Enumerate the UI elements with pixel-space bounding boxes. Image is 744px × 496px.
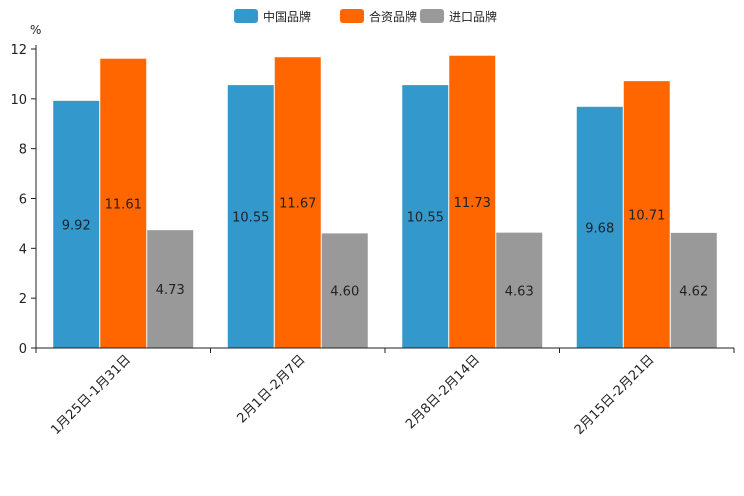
bars: 9.92 11.61 4.73 10.55 11.67 4.60 10.55 11.73 4.6…: [53, 55, 717, 349]
bar: [53, 100, 100, 349]
legend-label: 中国品牌: [263, 9, 311, 24]
bar: [321, 233, 368, 348]
x-category-label: 1月25日-1月31日: [48, 352, 134, 438]
x-category-label: 2月1日-2月7日: [234, 352, 308, 426]
bar-value-label: 4.62: [679, 284, 708, 299]
y-tick-label: 12: [10, 43, 27, 58]
x-category-label: 2月15日-2月21日: [572, 352, 658, 438]
bar-value-label: 11.67: [279, 197, 316, 212]
bar: [670, 232, 717, 348]
legend-swatch: [420, 9, 444, 23]
bar: [449, 55, 496, 348]
x-axis: 1月25日-1月31日 2月1日-2月7日 2月8日-2月14日 2月15日-2月21…: [35, 347, 735, 438]
legend-swatch: [234, 9, 258, 23]
bar: [147, 230, 194, 348]
bar: [227, 85, 274, 349]
bar-value-label: 9.92: [62, 218, 91, 233]
bar-value-label: 11.73: [454, 196, 491, 211]
legend-label: 进口品牌: [449, 10, 497, 24]
bar-value-label: 10.55: [232, 211, 269, 226]
bar-value-label: 4.60: [330, 285, 359, 300]
y-axis-unit: %: [30, 23, 41, 37]
bar: [402, 85, 449, 349]
y-axis: 0 2 4 6 8 10 12: [10, 43, 37, 357]
y-tick-label: 10: [10, 93, 27, 108]
legend: 中国品牌 合资品牌 进口品牌: [234, 9, 497, 24]
x-category-label: 2月8日-2月14日: [403, 352, 483, 432]
y-tick-label: 4: [19, 242, 27, 257]
y-tick-label: 0: [19, 342, 27, 357]
legend-label: 合资品牌: [369, 9, 417, 24]
bar-value-label: 4.63: [505, 284, 534, 299]
legend-swatch: [340, 9, 364, 23]
bar-value-label: 4.73: [156, 283, 185, 298]
bar: [274, 57, 321, 348]
y-tick-label: 2: [19, 292, 27, 307]
bar: [496, 232, 543, 348]
y-tick-label: 8: [19, 143, 27, 158]
bar: [100, 58, 147, 348]
y-tick-label: 6: [19, 193, 27, 208]
bar-value-label: 10.55: [407, 211, 444, 226]
bar-value-label: 11.61: [105, 197, 142, 212]
bar-value-label: 10.71: [628, 209, 665, 224]
bar: [576, 106, 623, 348]
bar: [623, 81, 670, 348]
bar-value-label: 9.68: [585, 221, 614, 236]
